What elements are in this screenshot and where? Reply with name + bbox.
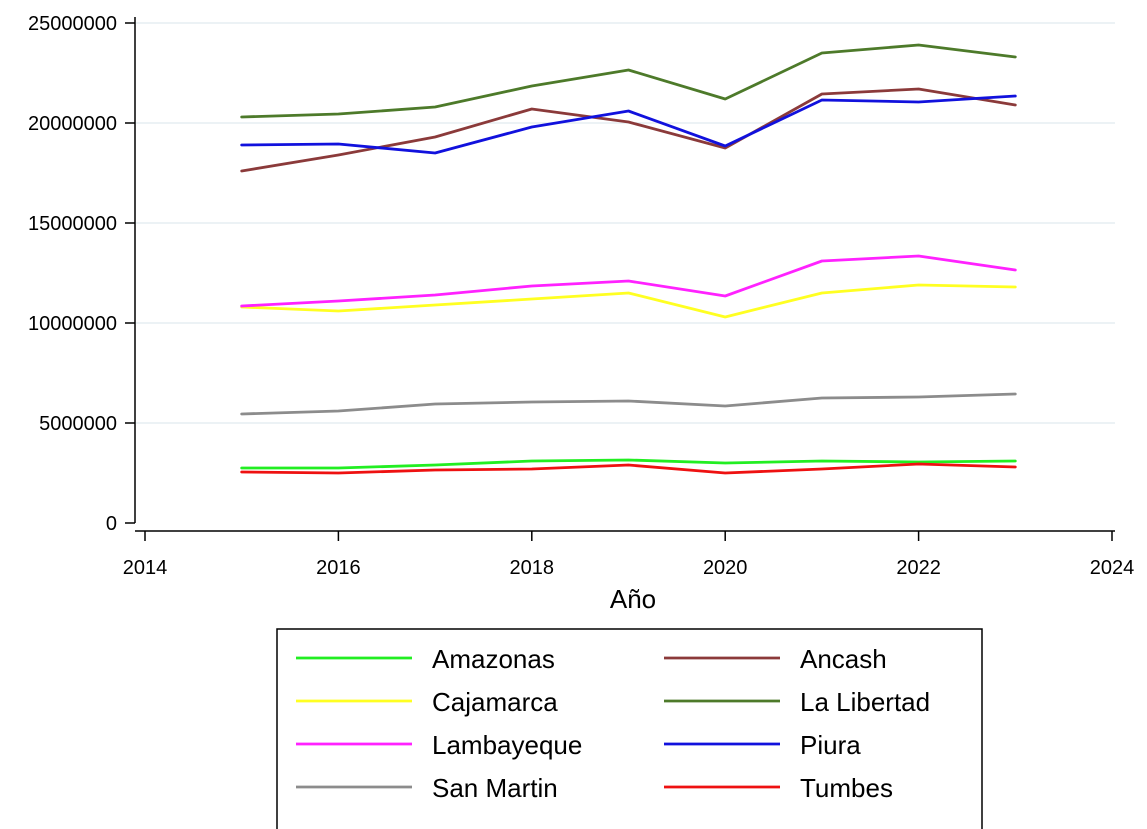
legend-label-tumbes: Tumbes <box>800 773 893 803</box>
y-tick-label: 25000000 <box>28 13 117 35</box>
series-line-piura <box>240 94 1017 155</box>
y-tick-label: 15000000 <box>28 213 117 235</box>
series-line-la-libertad <box>240 43 1017 119</box>
series-lines <box>240 43 1017 475</box>
gridlines <box>136 22 1115 424</box>
x-tick-label: 2016 <box>316 557 361 579</box>
y-tick-label: 20000000 <box>28 113 117 135</box>
x-axis-title: Año <box>610 584 656 614</box>
y-tick-label: 5000000 <box>39 413 117 435</box>
legend-label-ancash: Ancash <box>800 644 887 674</box>
x-tick-label: 2014 <box>123 557 168 579</box>
legend-label-san-martin: San Martin <box>432 773 558 803</box>
x-tick-label: 2024 <box>1090 557 1135 579</box>
axis-ticks: 0 5000000 10000000 15000000 20000000 25000000… <box>28 13 1134 579</box>
series-line-tumbes <box>240 462 1017 475</box>
legend-label-cajamarca: Cajamarca <box>432 687 558 717</box>
legend-label-lambayeque: Lambayeque <box>432 730 582 760</box>
x-tick-label: 2020 <box>703 557 748 579</box>
legend-box <box>276 628 983 829</box>
series-line-cajamarca <box>240 283 1017 319</box>
y-tick-label: 0 <box>106 513 117 535</box>
series-line-ancash <box>240 87 1017 173</box>
legend-label-piura: Piura <box>800 730 861 760</box>
x-tick-label: 2018 <box>510 557 555 579</box>
series-line-amazonas <box>240 458 1017 470</box>
x-tick-label: 2022 <box>896 557 941 579</box>
series-line-lambayeque <box>240 254 1017 308</box>
axes <box>134 17 1115 532</box>
series-line-san-martin <box>240 392 1017 416</box>
y-tick-label: 10000000 <box>28 313 117 335</box>
legend-label-la-libertad: La Libertad <box>800 687 930 717</box>
legend: Amazonas Ancash Cajamarca La Libertad Lambay… <box>276 628 983 829</box>
legend-label-amazonas: Amazonas <box>432 644 555 674</box>
